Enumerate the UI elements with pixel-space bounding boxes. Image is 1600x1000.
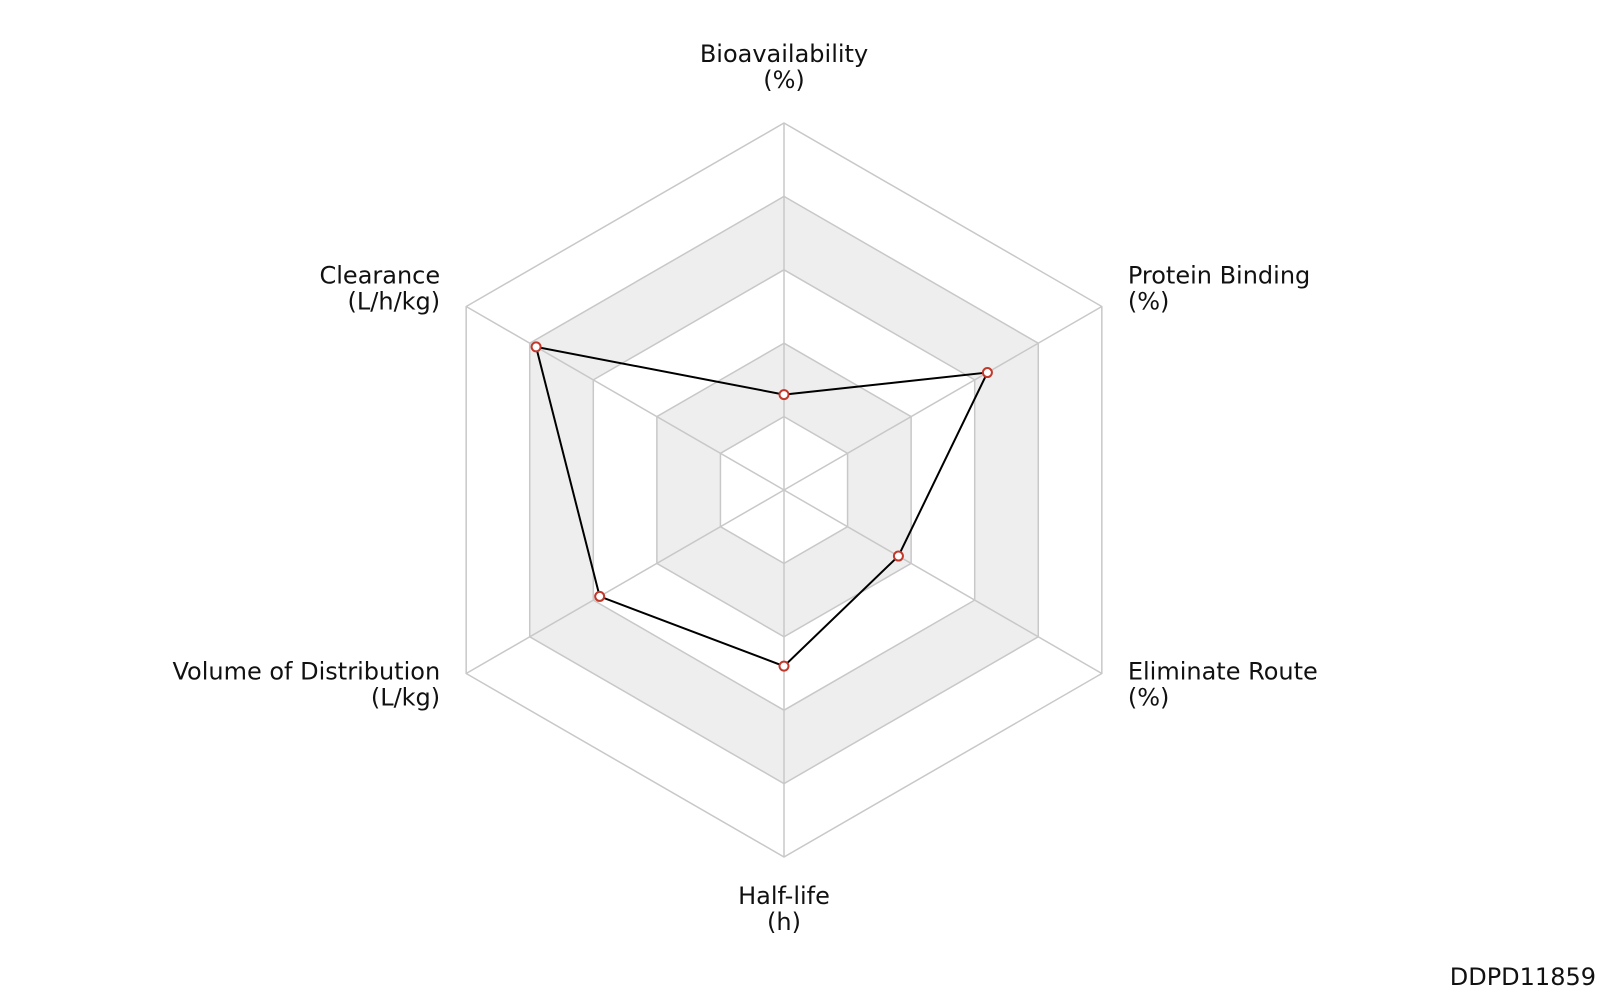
axis-label: Protein Binding: [1128, 262, 1310, 290]
axis-label: Eliminate Route: [1128, 658, 1318, 686]
axis-unit: (%): [1128, 288, 1170, 316]
axis-unit: (%): [763, 66, 805, 94]
data-point: [778, 660, 790, 672]
axis-spoke: [783, 305, 1103, 491]
axis-spoke: [465, 489, 785, 675]
axis-label: Bioavailability: [700, 40, 868, 68]
axis-unit: (h): [767, 908, 801, 936]
axis-unit: (%): [1128, 684, 1170, 712]
axis-label: Volume of Distribution: [172, 658, 440, 686]
watermark: DDPD11859: [1450, 963, 1596, 991]
axis-unit: (L/kg): [371, 684, 440, 712]
axis-unit: (L/h/kg): [348, 288, 441, 316]
data-point: [594, 590, 606, 602]
axis-label: Clearance: [320, 262, 441, 290]
data-point: [530, 341, 542, 353]
axis-label: Half-life: [738, 882, 830, 910]
data-point: [981, 367, 993, 379]
axis-spoke: [783, 489, 1103, 675]
data-point: [778, 389, 790, 401]
axis-spoke: [465, 305, 785, 491]
data-point: [892, 550, 904, 562]
